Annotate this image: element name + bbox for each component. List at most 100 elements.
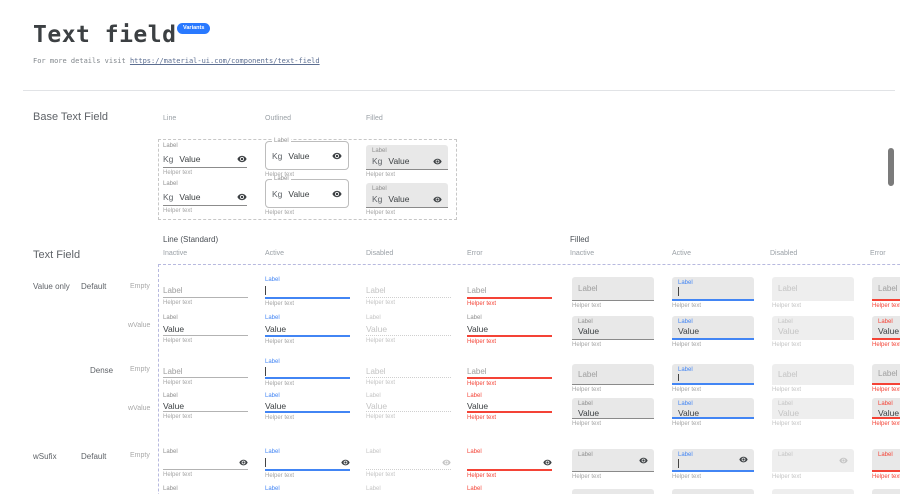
helper-text: Helper text — [572, 474, 602, 480]
visibility-eye-icon — [442, 458, 451, 467]
helper-text: Helper text — [872, 387, 900, 393]
field-value: Value — [388, 156, 410, 166]
field-value: Value — [265, 400, 287, 411]
helper-text: Helper text — [163, 338, 193, 344]
filled-disabled-wvalue-dense: Label Value Helper text — [772, 398, 854, 428]
floating-label: Label — [778, 452, 793, 458]
helper-text: Helper text — [467, 301, 497, 307]
input-row: Kg Value — [163, 188, 247, 206]
input-row: Kg Value — [163, 150, 247, 168]
line-active-wvalue-sufix: Label — [265, 485, 350, 493]
line-active-empty-sufix: Label Helper text — [265, 448, 350, 480]
helper-text: Helper text — [265, 381, 295, 387]
placeholder-label: Label — [878, 283, 898, 293]
helper-text: Helper text — [672, 387, 702, 393]
base-col-filled: Filled — [366, 115, 383, 122]
filled-error-wvalue-sufix — [872, 489, 900, 494]
filled-inactive-empty-dense: Label Helper text — [572, 364, 654, 394]
helper-text: Helper text — [366, 338, 396, 344]
floating-label: Label — [878, 401, 893, 407]
helper-text: Helper text — [572, 342, 602, 348]
row-state-empty-3: Empty — [130, 452, 150, 459]
helper-text: Helper text — [672, 342, 702, 348]
helper-text: Helper text — [163, 472, 193, 478]
line-disabled-empty: Label Helper text — [366, 276, 451, 307]
row-size-default: Default — [81, 282, 107, 291]
prefix-adornment: Kg — [163, 191, 174, 202]
field-label: Label — [372, 148, 387, 154]
floating-label: Label — [366, 315, 381, 321]
floating-label: Label — [578, 319, 593, 325]
row-state-wvalue-2: wValue — [128, 405, 151, 412]
row-size-dense: Dense — [90, 366, 114, 375]
scrollbar-thumb[interactable] — [888, 148, 894, 186]
filled-active-empty: Label Helper text — [672, 277, 754, 310]
filled-box: Label Kg Value — [366, 183, 448, 208]
floating-label: Label — [265, 449, 280, 455]
placeholder-label: Label — [467, 286, 487, 295]
placeholder-label: Label — [467, 367, 487, 376]
floating-label: Label — [265, 315, 280, 321]
row-size-default-2: Default — [81, 452, 107, 461]
field-label: Label — [163, 143, 178, 149]
input-row: Kg Value — [372, 155, 442, 167]
line-disabled-empty-sufix: Label Helper text — [366, 448, 451, 479]
prefix-adornment: Kg — [372, 156, 383, 166]
col-line-error: Error — [467, 250, 483, 257]
visibility-eye-icon — [332, 189, 342, 199]
col-filled-inactive: Inactive — [570, 250, 595, 257]
floating-label: Label — [878, 319, 893, 325]
line-inactive-wvalue-dense: Label Value Helper text — [163, 392, 248, 421]
row-group-wsufix: wSufix — [33, 452, 57, 461]
filled-active-wvalue-dense: Label Value Helper text — [672, 398, 754, 428]
helper-text: Helper text — [872, 474, 900, 480]
visibility-eye-icon — [239, 458, 248, 467]
intro-text: For more details visit — [33, 57, 126, 65]
placeholder-label: Label — [163, 367, 183, 376]
line-inactive-empty-sufix: Label Helper text — [163, 448, 248, 479]
field-value: Value — [366, 400, 388, 411]
row-state-wvalue-1: wValue — [128, 322, 151, 329]
floating-label: Label — [467, 449, 482, 455]
line-disabled-wvalue-sufix: Label — [366, 485, 451, 493]
helper-text: Helper text — [467, 473, 497, 479]
field-value: Value — [578, 408, 600, 418]
group-line-standard: Line (Standard) — [163, 235, 219, 244]
helper-text: Helper text — [265, 172, 295, 178]
line-active-empty: Label Helper text — [265, 276, 350, 308]
field-value: Value — [265, 323, 287, 334]
col-filled-active: Active — [672, 250, 692, 257]
floating-label: Label — [265, 486, 280, 492]
visibility-eye-icon — [739, 455, 748, 464]
grid-component-frame — [158, 264, 900, 494]
prefix-adornment: Kg — [272, 188, 283, 199]
material-ui-link[interactable]: https://material-ui.com/components/text-… — [129, 57, 320, 65]
placeholder-label: Label — [778, 369, 798, 379]
floating-label: Label — [467, 315, 482, 321]
floating-label: Label — [366, 449, 381, 455]
base-line-field-2: Label Kg Value Helper text — [163, 180, 247, 215]
row-group-value-only: Value only — [33, 282, 70, 291]
floating-label: Label — [678, 401, 693, 407]
field-value: Value — [288, 188, 310, 199]
field-value: Value — [678, 326, 700, 336]
col-line-active: Active — [265, 250, 285, 257]
placeholder-label: Label — [878, 369, 898, 378]
base-section-title: Base Text Field — [33, 111, 109, 123]
filled-active-wvalue-sufix — [672, 489, 754, 494]
helper-text: Helper text — [772, 474, 802, 480]
helper-text: Helper text — [572, 303, 602, 309]
row-state-empty-1: Empty — [130, 283, 150, 290]
filled-disabled-wvalue-sufix — [772, 489, 854, 494]
filled-disabled-empty-sufix: Label Helper text — [772, 449, 854, 481]
field-value: Value — [179, 153, 201, 164]
field-value: Value — [467, 323, 489, 334]
floating-label: Label — [778, 319, 793, 325]
helper-text: Helper text — [366, 172, 396, 178]
visibility-eye-icon — [433, 195, 442, 204]
field-value: Value — [163, 323, 185, 334]
base-col-outlined: Outlined — [265, 115, 292, 122]
visibility-eye-icon — [237, 154, 247, 164]
floating-label: Label — [578, 452, 593, 458]
